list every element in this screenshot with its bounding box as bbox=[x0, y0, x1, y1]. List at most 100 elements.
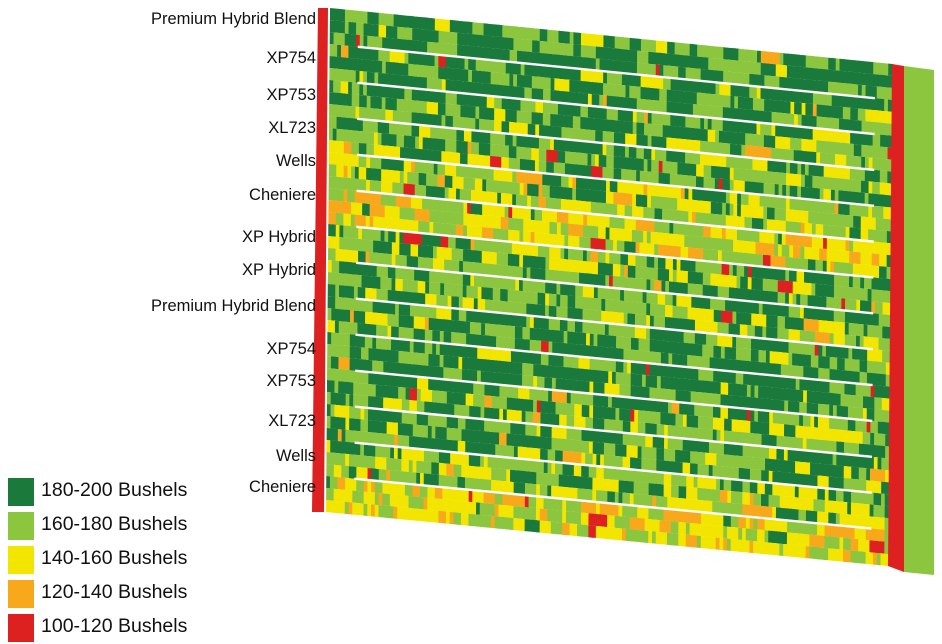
yield-cell bbox=[681, 138, 687, 152]
yield-cell bbox=[677, 138, 683, 151]
yield-cell bbox=[419, 76, 425, 90]
yield-cell bbox=[790, 65, 796, 79]
yield-cell bbox=[453, 32, 459, 45]
yield-cell bbox=[888, 87, 893, 100]
yield-cell bbox=[584, 117, 589, 130]
yield-cell bbox=[505, 85, 511, 98]
yield-cell bbox=[868, 133, 874, 146]
yield-cell bbox=[520, 75, 526, 88]
yield-cell bbox=[442, 55, 447, 68]
yield-cell bbox=[385, 97, 391, 110]
yield-cell bbox=[386, 25, 391, 39]
yield-cell bbox=[505, 49, 511, 62]
yield-cell bbox=[557, 102, 563, 116]
yield-cell bbox=[798, 90, 803, 103]
yield-cell bbox=[693, 44, 699, 57]
yield-cell bbox=[523, 135, 529, 148]
yield-cell bbox=[344, 57, 350, 70]
yield-cell bbox=[404, 123, 409, 136]
yield-cell bbox=[337, 44, 343, 58]
yield-cell bbox=[700, 68, 706, 82]
yield-cell bbox=[880, 62, 886, 76]
yield-cell bbox=[378, 12, 384, 26]
yield-cell bbox=[674, 66, 680, 79]
yield-cell bbox=[670, 42, 676, 55]
yield-cell bbox=[329, 104, 335, 117]
yield-cell bbox=[677, 126, 683, 139]
yield-cell bbox=[419, 124, 424, 138]
yield-cell bbox=[715, 154, 720, 167]
yield-cell bbox=[715, 94, 721, 107]
yield-cell bbox=[498, 36, 504, 50]
yield-cell bbox=[884, 75, 890, 88]
yield-cell bbox=[876, 98, 882, 111]
yield-cell bbox=[359, 119, 364, 132]
yield-cell bbox=[827, 93, 833, 106]
yield-cell bbox=[419, 88, 425, 102]
yield-cell bbox=[797, 150, 803, 163]
yield-cell bbox=[768, 63, 774, 77]
yield-cell bbox=[419, 17, 425, 30]
yield-cell bbox=[494, 24, 500, 37]
yield-cell bbox=[673, 138, 679, 151]
yield-cell bbox=[846, 143, 852, 156]
yield-cell bbox=[461, 21, 466, 34]
yield-cell bbox=[700, 104, 706, 118]
yield-cell bbox=[865, 133, 871, 146]
yield-cell bbox=[531, 136, 537, 149]
yield-cell bbox=[389, 14, 395, 27]
yield-cell bbox=[427, 41, 433, 55]
yield-cell bbox=[865, 73, 871, 86]
yield-cell bbox=[722, 142, 728, 156]
yield-cell bbox=[808, 127, 814, 140]
yield-cell bbox=[617, 96, 623, 110]
yield-cell bbox=[576, 80, 582, 93]
yield-cell bbox=[336, 68, 342, 82]
yield-cell bbox=[355, 106, 361, 120]
yield-cell bbox=[846, 71, 852, 84]
yield-cell bbox=[655, 40, 661, 53]
yield-cell bbox=[520, 87, 526, 100]
yield-cell bbox=[693, 92, 698, 105]
yield-cell bbox=[632, 98, 638, 111]
yield-cell bbox=[520, 110, 526, 124]
yield-cell bbox=[453, 92, 458, 105]
yield-cell bbox=[576, 104, 582, 117]
yield-cell bbox=[607, 47, 612, 61]
yield-cell bbox=[868, 121, 874, 134]
yield-cell bbox=[344, 117, 349, 130]
yield-cell bbox=[426, 77, 432, 91]
yield-cell bbox=[876, 110, 882, 123]
yield-cell bbox=[617, 120, 623, 133]
yield-cell bbox=[377, 120, 383, 134]
yield-cell bbox=[853, 155, 859, 169]
yield-cell bbox=[681, 79, 687, 92]
yield-cell bbox=[692, 104, 698, 117]
yield-cell bbox=[748, 133, 754, 146]
yield-cell bbox=[558, 54, 564, 68]
yield-cell bbox=[340, 105, 346, 118]
yield-cell bbox=[355, 82, 361, 96]
yield-cell bbox=[359, 95, 365, 108]
yield-cell bbox=[487, 35, 493, 49]
yield-cell bbox=[644, 63, 650, 76]
yield-cell bbox=[449, 55, 455, 69]
yield-cell bbox=[374, 36, 380, 49]
yield-cell bbox=[827, 153, 833, 166]
yield-cell bbox=[835, 82, 841, 95]
yield-cell bbox=[449, 103, 455, 117]
yield-cell bbox=[632, 122, 638, 135]
yield-cell bbox=[599, 70, 605, 84]
yield-cell bbox=[558, 42, 564, 56]
yield-cell bbox=[565, 103, 571, 116]
yield-cell bbox=[580, 92, 586, 106]
yield-cell bbox=[441, 127, 447, 140]
yield-cell bbox=[468, 45, 474, 59]
yield-cell bbox=[872, 157, 878, 171]
yield-cell bbox=[625, 73, 631, 86]
yield-cell bbox=[861, 108, 867, 122]
yield-cell bbox=[794, 90, 800, 103]
yield-cell bbox=[539, 100, 545, 114]
yield-cell bbox=[539, 88, 545, 102]
yield-cell bbox=[464, 93, 470, 106]
